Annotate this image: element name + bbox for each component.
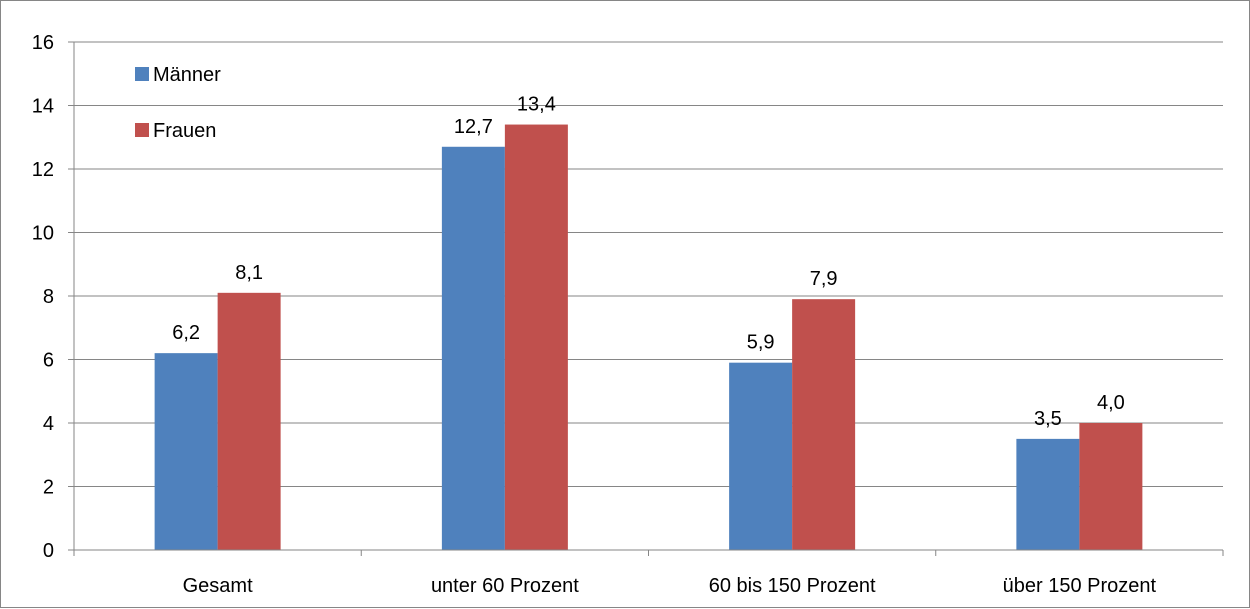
bar-frauen [1079,423,1143,550]
y-tick-label: 8 [43,286,54,308]
bar-maenner [729,362,793,550]
data-label: 8,1 [235,262,263,284]
y-tick-label: 10 [32,223,54,245]
x-category-label: über 150 Prozent [1003,575,1157,597]
legend-swatch [135,67,149,81]
bar-maenner [154,353,218,550]
data-label: 13,4 [517,94,556,116]
y-tick-label: 14 [32,96,54,118]
data-label: 3,5 [1034,408,1062,430]
legend-swatch [135,123,149,137]
legend: Männer Frauen [135,64,221,142]
y-tick-label: 0 [43,540,54,562]
bar-maenner [441,146,505,550]
legend-label: Männer [153,64,221,86]
x-category-label: Gesamt [183,575,253,597]
y-tick-label: 2 [43,477,54,499]
axes: 0 2 4 6 8 10 12 14 16 Gesamt unter 60 Prozent 60 bi… [32,32,1224,597]
y-tick-label: 4 [43,413,54,435]
legend-label: Frauen [153,120,216,142]
x-category-label: unter 60 Prozent [431,575,579,597]
data-label: 5,9 [747,332,775,354]
bar-maenner [1016,438,1080,550]
data-label: 12,7 [454,116,493,138]
data-label: 4,0 [1097,392,1125,414]
y-tick-label: 12 [32,159,54,181]
bar-frauen [217,292,281,550]
x-category-label: 60 bis 150 Prozent [709,575,876,597]
data-label: 7,9 [810,268,838,290]
y-tick-label: 6 [43,350,54,372]
bar-frauen [792,299,856,550]
bar-frauen [504,124,568,551]
data-labels: 6,2 8,1 12,7 13,4 5,9 7,9 3,5 4,0 [172,94,1125,430]
y-tick-label: 16 [32,32,54,54]
data-label: 6,2 [172,322,200,344]
bars [154,124,1143,551]
